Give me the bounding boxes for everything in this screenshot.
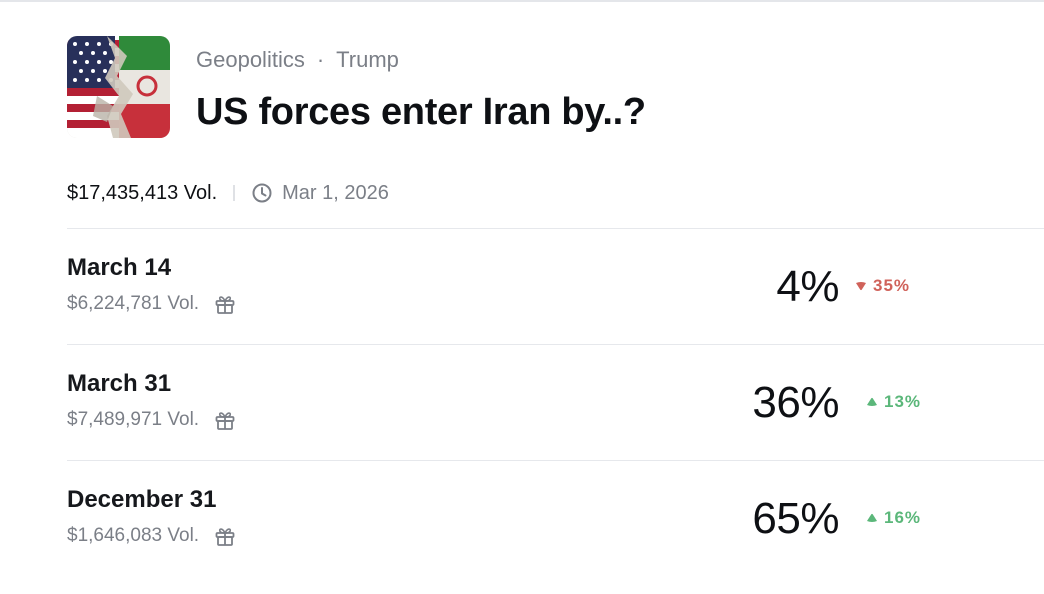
outcome-probability: 65% [752,494,839,543]
us-iran-flag-image [67,36,170,138]
gift-icon[interactable] [213,292,237,316]
total-volume: $17,435,413 Vol. [67,181,218,204]
outcome-row[interactable]: March 14 $6,224,781 Vol. 4% 35% [67,228,1044,344]
breadcrumb: Geopolitics · Trump [196,46,646,74]
outcome-volume-row: $7,489,971 Vol. [67,408,237,432]
outcome-volume-row: $6,224,781 Vol. [67,292,237,316]
triangle-up-icon [867,513,877,522]
tag-link[interactable]: Trump [336,47,399,72]
top-divider [0,0,1044,5]
outcome-name: March 31 [67,370,172,397]
outcome-name: March 14 [67,254,172,281]
clock-icon [252,183,272,203]
triangle-down-icon [856,282,866,291]
breadcrumb-separator: · [316,47,325,72]
outcome-volume: $6,224,781 Vol. [67,293,200,314]
outcome-change: 35% [855,276,910,296]
outcome-change-value: 13% [884,392,922,411]
triangle-up-icon [867,397,877,406]
outcome-name: December 31 [67,486,217,513]
outcome-row[interactable]: March 31 $7,489,971 Vol. 36% 13% [67,344,1044,460]
outcome-change: 16% [866,508,921,528]
market-meta: $17,435,413 Vol. Mar 1, 2026 [67,178,389,208]
outcome-volume: $7,489,971 Vol. [67,409,200,430]
market-title: US forces enter Iran by..? [196,91,646,133]
meta-divider [233,185,236,201]
market-image [67,36,170,138]
category-link[interactable]: Geopolitics [196,47,305,72]
outcome-volume: $1,646,083 Vol. [67,525,200,546]
outcome-volume-row: $1,646,083 Vol. [67,524,237,548]
outcome-probability: 4% [776,262,839,311]
header-text: Geopolitics · Trump US forces enter Iran… [196,46,646,134]
market-header: Geopolitics · Trump US forces enter Iran… [67,36,646,138]
end-date: Mar 1, 2026 [282,181,389,204]
outcome-probability: 36% [752,378,839,427]
outcome-change: 13% [866,392,921,412]
gift-icon[interactable] [213,408,237,432]
gift-icon[interactable] [213,524,237,548]
outcome-list: March 14 $6,224,781 Vol. 4% 35% March 31… [67,228,1044,576]
outcome-change-value: 35% [873,276,911,295]
outcome-row[interactable]: December 31 $1,646,083 Vol. 65% 16% [67,460,1044,576]
outcome-change-value: 16% [884,508,922,527]
